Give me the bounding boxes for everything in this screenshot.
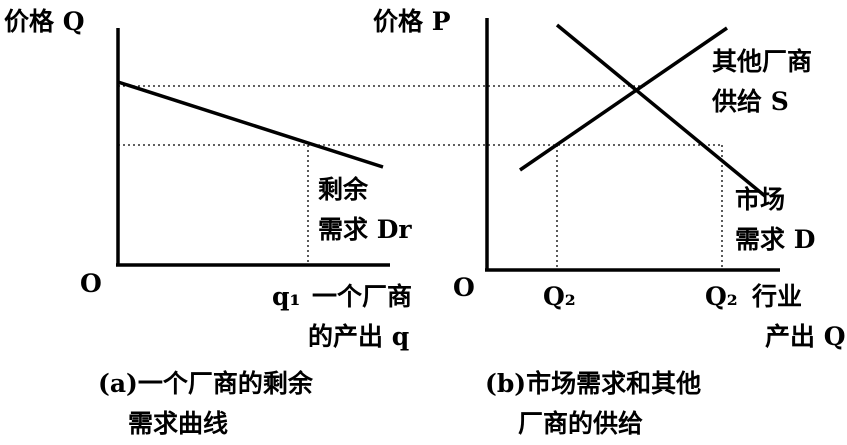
a-x-axis-label-2: 的产出 q (308, 322, 409, 351)
supply-label-1: 其他厂商 (712, 47, 812, 76)
q2-tick-label-right: Q₂ (705, 282, 738, 311)
panel-b: 价格 P O 其他厂商 供给 S 市场 需求 D Q₂ Q₂ 行业 产出 Q (… (373, 7, 845, 438)
a-caption-2: 需求曲线 (128, 409, 228, 438)
q2-tick-label-left: Q₂ (543, 282, 576, 311)
residual-demand-label-2: 需求 Dr (318, 215, 412, 244)
a-origin-label: O (80, 269, 102, 298)
a-x-axis-label-1: 一个厂商 (312, 282, 412, 311)
b-origin-label: O (453, 273, 475, 302)
residual-demand-label-1: 剩余 (318, 175, 369, 204)
residual-demand-curve (117, 80, 384, 169)
b-caption-2: 厂商的供给 (518, 409, 643, 438)
b-y-axis-label: 价格 P (373, 7, 451, 36)
market-demand-curve (555, 23, 767, 198)
other-firms-supply-curve (519, 26, 728, 172)
demand-label-2: 需求 D (735, 225, 815, 254)
demand-label-1: 市场 (735, 185, 785, 214)
a-caption-1: (a)一个厂商的剩余 (98, 369, 314, 398)
panel-a: 价格 Q O 剩余 需求 Dr q₁ 一个厂商 的产出 q (a)一个厂商的剩余… (4, 7, 412, 438)
b-x-axis-label-2: 产出 Q (765, 322, 845, 351)
supply-label-2: 供给 S (711, 87, 789, 116)
b-caption-1: (b)市场需求和其他 (485, 369, 701, 398)
a-y-axis-label: 价格 Q (4, 7, 84, 36)
b-x-axis-label-1: 行业 (751, 282, 802, 311)
q1-tick-label: q₁ (272, 282, 300, 311)
